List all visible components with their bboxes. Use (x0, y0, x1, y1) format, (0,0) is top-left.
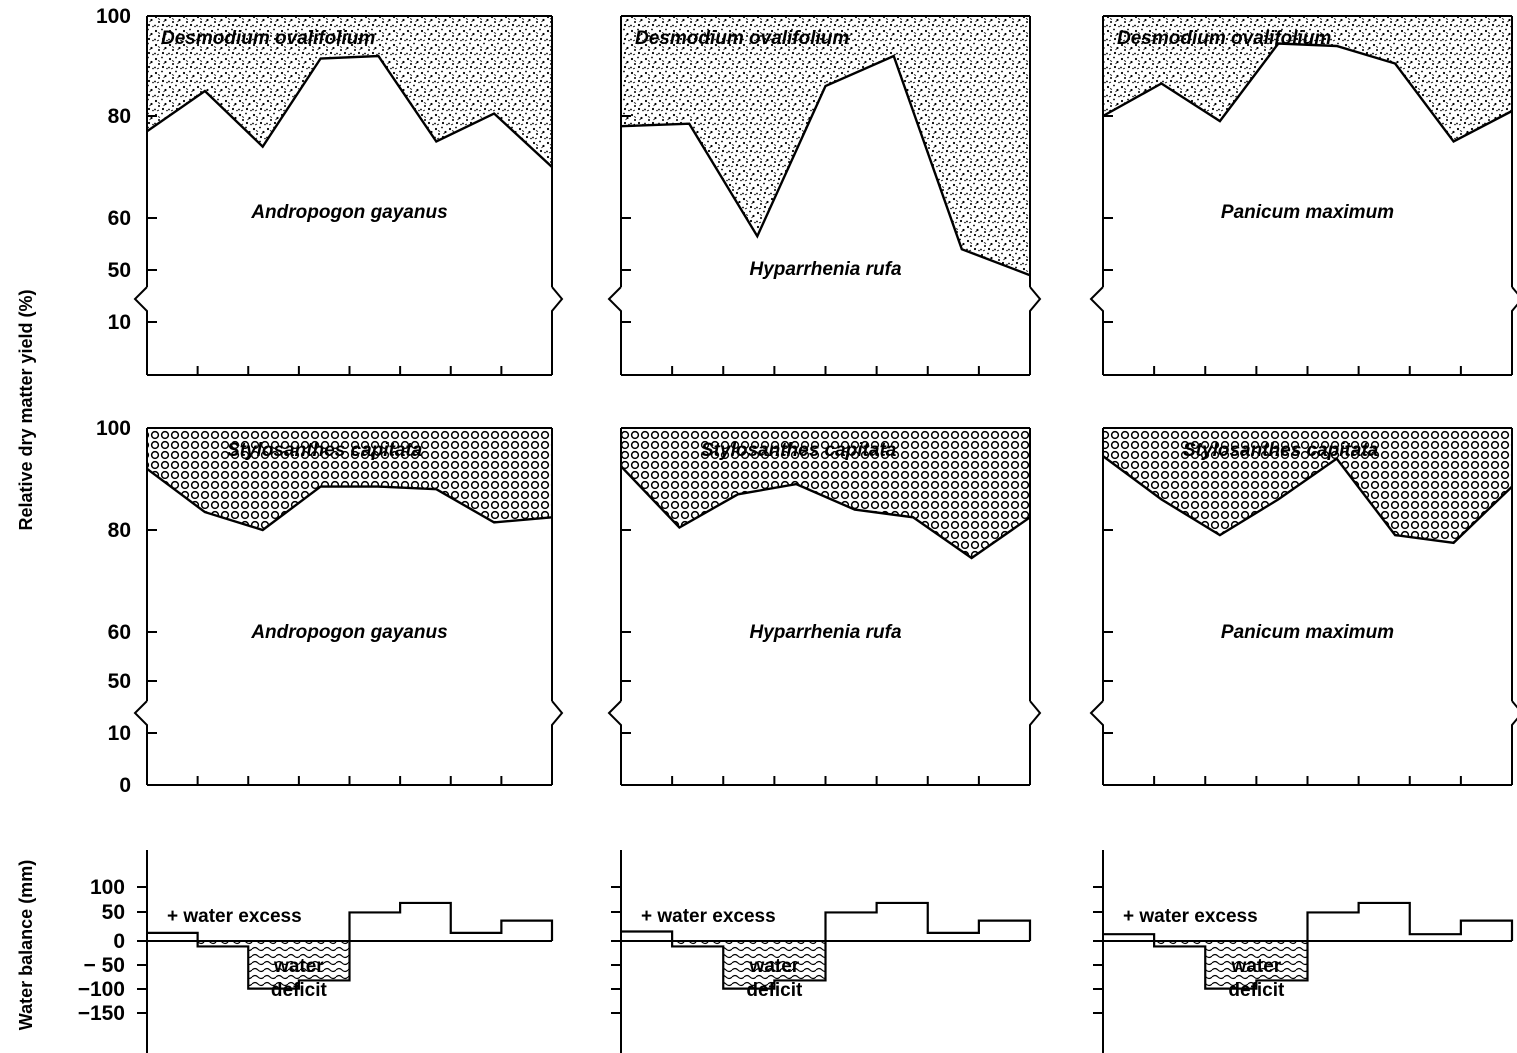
water-deficit-label-line1: water (1231, 956, 1282, 977)
grass-label: Panicum maximum (1221, 202, 1394, 223)
left-axis-break (607, 286, 622, 375)
grass-label: Andropogon gayanus (250, 622, 447, 643)
yield-panel-bottom: Stylosanthes capitata Hyparrhenia rufa (607, 427, 1042, 786)
y-tick-label: 10 (108, 722, 131, 745)
water-deficit-bar (723, 941, 775, 989)
y-tick-label: 50 (108, 670, 131, 693)
water-balance-step-line (621, 901, 1032, 990)
legume-label: Desmodium ovalifolium (635, 28, 849, 49)
water-excess-label: + water excess (641, 906, 776, 927)
water-deficit-bar (672, 941, 724, 947)
water-deficit-bar (197, 941, 249, 947)
legume-area (147, 16, 552, 167)
water-balance-panel: + water excess water deficit (611, 850, 1032, 1053)
grass-yield-line (1102, 455, 1513, 545)
water-y-tick-label: − 50 (84, 954, 125, 977)
water-balance-step-line (1103, 901, 1514, 990)
y-tick-label: 50 (108, 259, 131, 282)
left-axis-break (1089, 700, 1104, 785)
water-deficit-bar (1256, 941, 1308, 981)
water-excess-label: + water excess (167, 906, 302, 927)
left-axis-break (133, 700, 148, 785)
legume-area (147, 428, 552, 530)
water-y-tick-label: 50 (102, 901, 125, 924)
water-excess-label: + water excess (1123, 906, 1258, 927)
water-y-tick-label: −100 (78, 978, 125, 1001)
y-tick-label: 60 (108, 207, 131, 230)
yield-panel-bottom: Stylosanthes capitata Panicum maximum (1089, 427, 1517, 786)
right-edge-break (551, 286, 564, 375)
legume-area (1103, 428, 1512, 543)
legume-area (1103, 16, 1512, 142)
y-tick-label: 100 (96, 417, 131, 440)
y-tick-label: 80 (108, 105, 131, 128)
grass-label: Hyparrhenia rufa (749, 259, 901, 280)
water-y-tick-label: −150 (78, 1002, 125, 1025)
water-balance-panel: + water excess water deficit (1093, 850, 1514, 1053)
y-tick-label: 0 (119, 774, 131, 797)
grass-yield-line (146, 54, 553, 168)
y-axis-title: Relative dry matter yield (%) (16, 289, 36, 530)
grass-label: Panicum maximum (1221, 622, 1394, 643)
water-deficit-bar (298, 941, 350, 981)
water-balance-step-line (147, 901, 554, 990)
legume-label: Stylosanthes capitata (1183, 440, 1379, 461)
water-y-tick-label: 0 (113, 930, 125, 953)
water-deficit-label-line2: deficit (271, 980, 328, 1001)
water-deficit-label-line2: deficit (1228, 980, 1285, 1001)
water-balance-axis-title: Water balance (mm) (16, 860, 36, 1030)
water-deficit-bar (774, 941, 826, 981)
grass-label: Hyparrhenia rufa (749, 622, 901, 643)
legume-label: Desmodium ovalifolium (161, 28, 375, 49)
water-y-tick-label: 100 (90, 876, 125, 899)
water-deficit-bar (1205, 941, 1257, 989)
water-deficit-label-line1: water (273, 956, 324, 977)
y-tick-label: 60 (108, 621, 131, 644)
legume-area (621, 16, 1030, 276)
yield-panel-top: 100 80 60 50 10 Desmodium ovalifolium Andropog… (96, 5, 564, 376)
water-deficit-label-line1: water (749, 956, 800, 977)
yield-panel-top: Desmodium ovalifolium Panicum maximum (1089, 15, 1517, 376)
y-tick-label: 100 (96, 5, 131, 28)
legume-label: Stylosanthes capitata (701, 440, 897, 461)
grass-label: Andropogon gayanus (250, 202, 447, 223)
water-deficit-label-line2: deficit (746, 980, 803, 1001)
grass-yield-line (146, 467, 553, 532)
left-axis-break (1089, 286, 1104, 375)
legume-label: Stylosanthes capitata (227, 440, 423, 461)
right-edge-break (1511, 700, 1517, 785)
water-deficit-bar (1154, 941, 1206, 947)
water-deficit-bar (248, 941, 299, 989)
grass-yield-line (620, 465, 1031, 560)
y-tick-label: 80 (108, 519, 131, 542)
right-edge-break (1511, 286, 1517, 375)
legume-area (621, 428, 1030, 558)
legume-label: Desmodium ovalifolium (1117, 28, 1331, 49)
right-edge-break (551, 700, 564, 785)
y-tick-label: 10 (108, 311, 131, 334)
left-axis-break (607, 700, 622, 785)
right-edge-break (1029, 700, 1042, 785)
grass-yield-line (1102, 42, 1513, 144)
yield-panel-top: Desmodium ovalifolium Hyparrhenia rufa (607, 15, 1042, 376)
right-edge-break (1029, 286, 1042, 375)
left-axis-break (133, 286, 148, 375)
